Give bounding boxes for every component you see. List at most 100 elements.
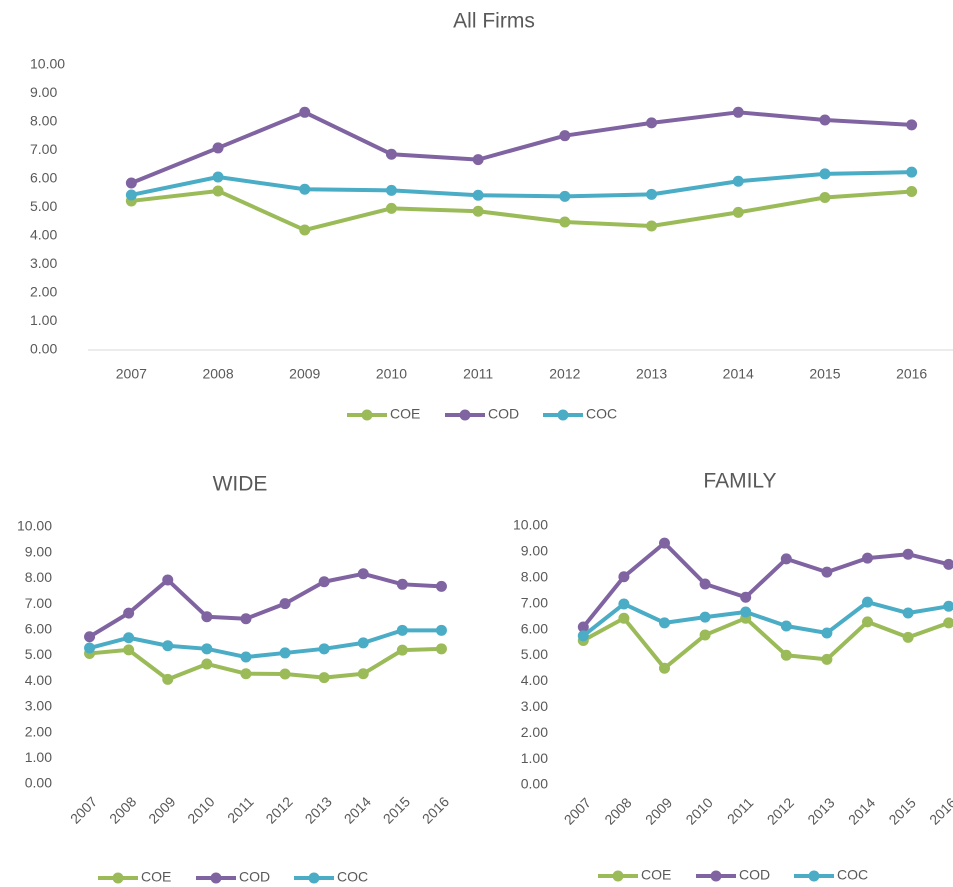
data-point bbox=[299, 106, 311, 118]
data-point bbox=[740, 606, 752, 618]
series-line bbox=[582, 616, 950, 671]
data-point bbox=[819, 168, 831, 180]
data-point bbox=[201, 658, 213, 670]
y-tick-label: 3.00 bbox=[30, 255, 57, 271]
data-point bbox=[699, 629, 711, 641]
data-point bbox=[906, 119, 918, 131]
data-point bbox=[125, 189, 137, 201]
legend-label: COE bbox=[390, 406, 420, 422]
data-point bbox=[385, 184, 397, 196]
data-point bbox=[318, 576, 330, 588]
legend-marker bbox=[612, 870, 624, 882]
data-point bbox=[740, 591, 752, 603]
data-point bbox=[125, 177, 137, 189]
data-point bbox=[162, 673, 174, 685]
data-point bbox=[279, 647, 291, 659]
y-tick-label: 10.00 bbox=[17, 518, 52, 534]
legend-marker bbox=[557, 409, 569, 421]
data-point bbox=[240, 613, 252, 625]
y-tick-label: 8.00 bbox=[25, 569, 52, 585]
data-point bbox=[472, 154, 484, 166]
data-point bbox=[472, 205, 484, 217]
x-tick-label: 2013 bbox=[302, 793, 335, 826]
x-tick-label: 2011 bbox=[463, 366, 493, 382]
y-tick-label: 7.00 bbox=[521, 594, 548, 610]
series-line bbox=[130, 170, 912, 199]
data-point bbox=[162, 640, 174, 652]
y-tick-label: 4.00 bbox=[30, 227, 57, 243]
chart-title: WIDE bbox=[213, 473, 268, 496]
data-point bbox=[123, 644, 135, 656]
data-point bbox=[123, 632, 135, 644]
y-tick-label: 4.00 bbox=[25, 672, 52, 688]
data-point bbox=[123, 607, 135, 619]
x-tick-label: 2010 bbox=[184, 793, 217, 826]
x-tick-label: 2008 bbox=[601, 794, 634, 827]
data-point bbox=[646, 117, 658, 129]
data-point bbox=[732, 206, 744, 218]
y-tick-label: 1.00 bbox=[30, 312, 57, 328]
data-point bbox=[318, 672, 330, 684]
y-tick-label: 5.00 bbox=[30, 198, 57, 214]
data-point bbox=[732, 106, 744, 118]
x-tick-label: 2014 bbox=[723, 366, 754, 382]
series-line bbox=[130, 110, 912, 185]
data-point bbox=[84, 631, 96, 643]
data-point bbox=[902, 631, 914, 643]
x-tick-label: 2016 bbox=[926, 794, 953, 827]
y-tick-label: 0.00 bbox=[25, 775, 52, 791]
chart-title: All Firms bbox=[453, 10, 535, 33]
x-tick-label: 2014 bbox=[341, 793, 374, 826]
x-tick-label: 2012 bbox=[262, 793, 295, 826]
x-tick-label: 2009 bbox=[289, 366, 320, 382]
y-tick-label: 6.00 bbox=[25, 621, 52, 637]
data-point bbox=[385, 148, 397, 160]
legend-marker bbox=[308, 872, 320, 884]
legend-marker bbox=[210, 872, 222, 884]
x-tick-label: 2008 bbox=[106, 793, 139, 826]
y-tick-label: 2.00 bbox=[25, 723, 52, 739]
data-point bbox=[435, 643, 447, 655]
data-point bbox=[780, 649, 792, 661]
data-point bbox=[943, 600, 953, 612]
y-tick-label: 1.00 bbox=[521, 750, 548, 766]
x-tick-label: 2010 bbox=[376, 366, 407, 382]
series-line bbox=[88, 571, 442, 639]
data-point bbox=[699, 611, 711, 623]
y-tick-label: 9.00 bbox=[30, 84, 57, 100]
x-tick-label: 2016 bbox=[896, 366, 927, 382]
y-tick-label: 10.00 bbox=[513, 517, 548, 533]
data-point bbox=[821, 627, 833, 639]
legend-label: COD bbox=[488, 406, 519, 422]
y-tick-label: 3.00 bbox=[25, 698, 52, 714]
y-tick-label: 7.00 bbox=[25, 595, 52, 611]
y-tick-label: 4.00 bbox=[521, 672, 548, 688]
y-tick-label: 9.00 bbox=[25, 543, 52, 559]
data-point bbox=[659, 537, 670, 549]
x-tick-label: 2012 bbox=[549, 366, 580, 382]
data-point bbox=[201, 643, 213, 655]
data-point bbox=[821, 566, 833, 578]
legend-marker bbox=[361, 409, 373, 421]
legend-marker bbox=[459, 409, 471, 421]
chart-title: FAMILY bbox=[703, 470, 776, 493]
data-point bbox=[862, 596, 873, 608]
data-point bbox=[618, 612, 630, 624]
data-point bbox=[396, 644, 408, 656]
x-tick-label: 2013 bbox=[636, 366, 667, 382]
data-point bbox=[318, 643, 330, 655]
x-tick-label: 2010 bbox=[682, 794, 715, 827]
y-tick-label: 5.00 bbox=[25, 646, 52, 662]
data-point bbox=[279, 668, 291, 680]
data-point bbox=[906, 166, 918, 178]
data-point bbox=[819, 192, 831, 204]
y-tick-label: 1.00 bbox=[25, 749, 52, 765]
x-tick-label: 2014 bbox=[845, 794, 878, 827]
y-tick-label: 9.00 bbox=[521, 543, 548, 559]
legend-label: COC bbox=[837, 867, 868, 883]
data-point bbox=[472, 189, 484, 201]
y-tick-label: 2.00 bbox=[30, 284, 57, 300]
data-point bbox=[385, 202, 397, 214]
y-tick-label: 6.00 bbox=[521, 620, 548, 636]
